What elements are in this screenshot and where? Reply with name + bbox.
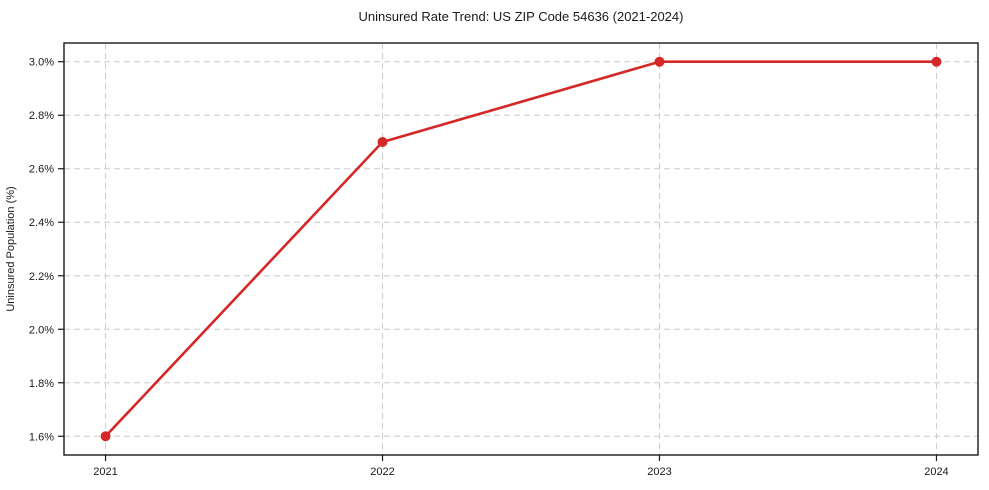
x-tick-label: 2022 [370,466,394,478]
y-axis-label: Uninsured Population (%) [5,186,17,311]
chart-title: Uninsured Rate Trend: US ZIP Code 54636 … [359,9,684,24]
axes [58,42,979,461]
y-tick-label: 2.0% [29,324,54,336]
data-point-marker [931,56,942,67]
data-series [100,56,942,442]
data-point-marker [100,431,111,442]
y-tick-label: 2.4% [29,217,54,229]
y-tick-label: 2.2% [29,271,54,283]
gridlines [64,43,978,455]
x-tick-label: 2023 [647,466,671,478]
tick-labels: 1.6% 1.8% 2.0% 2.2% 2.4% 2.6% 2.8% 3.0% 2021 2022… [29,57,949,478]
y-tick-label: 3.0% [29,57,54,69]
y-tick-label: 1.8% [29,378,54,390]
x-tick-label: 2021 [93,466,117,478]
plot-border [63,42,979,456]
data-point-marker [654,56,665,67]
data-point-marker [377,136,388,147]
x-tick-label: 2024 [924,466,948,478]
series-line [104,60,938,438]
y-tick-label: 2.8% [29,110,54,122]
y-tick-label: 1.6% [29,431,54,443]
y-tick-label: 2.6% [29,164,54,176]
